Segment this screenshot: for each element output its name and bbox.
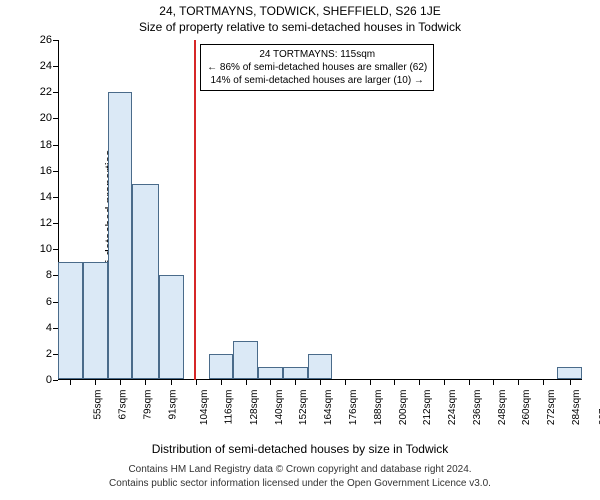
xtick-label: 140sqm [274,390,285,426]
ytick-label: 22 [28,86,52,98]
xtick-mark [493,380,494,385]
ytick-mark [53,145,58,146]
xtick-mark [70,380,71,385]
xtick-label: 116sqm [224,390,235,425]
ytick-label: 26 [28,34,52,46]
ytick-label: 0 [28,374,52,386]
ytick-label: 24 [28,60,52,72]
xtick-label: 224sqm [447,390,458,426]
xtick-mark [145,380,146,385]
xtick-label: 188sqm [373,390,384,426]
histogram-bar [209,354,234,379]
xtick-label: 55sqm [93,390,104,420]
ytick-label: 4 [28,322,52,334]
ytick-label: 6 [28,296,52,308]
ytick-label: 20 [28,112,52,124]
xtick-mark [196,380,197,385]
ytick-mark [53,92,58,93]
xtick-label: 79sqm [142,390,153,420]
ytick-label: 8 [28,269,52,281]
xtick-mark [95,380,96,385]
histogram-bar [557,367,582,379]
xtick-mark [570,380,571,385]
ytick-mark [53,249,58,250]
chart-title-line2: Size of property relative to semi-detach… [0,20,600,34]
xtick-mark [370,380,371,385]
x-axis-label: Distribution of semi-detached houses by … [0,442,600,456]
xtick-mark [394,380,395,385]
ytick-label: 16 [28,165,52,177]
ytick-mark [53,197,58,198]
xtick-mark [543,380,544,385]
ytick-label: 10 [28,243,52,255]
xtick-label: 272sqm [546,390,557,426]
annotation-box: 24 TORTMAYNS: 115sqm← 86% of semi-detach… [200,44,434,91]
histogram-bar [233,341,258,379]
xtick-label: 212sqm [422,390,433,426]
xtick-mark [270,380,271,385]
chart-plot-area: 0246810121416182022242655sqm67sqm79sqm91… [58,40,582,380]
xtick-mark [320,380,321,385]
ytick-label: 18 [28,139,52,151]
ytick-mark [53,40,58,41]
footer-attribution-2: Contains public sector information licen… [0,478,600,489]
ytick-mark [53,380,58,381]
ytick-label: 12 [28,217,52,229]
xtick-label: 248sqm [497,390,508,426]
xtick-label: 91sqm [167,390,178,420]
histogram-bar [108,92,133,379]
xtick-mark [518,380,519,385]
xtick-label: 128sqm [249,390,260,426]
histogram-bar [83,262,108,379]
xtick-mark [469,380,470,385]
xtick-label: 260sqm [521,390,532,426]
histogram-bar [159,275,184,379]
xtick-label: 284sqm [571,390,582,426]
xtick-mark [120,380,121,385]
xtick-label: 152sqm [299,390,310,426]
histogram-bar [58,262,83,379]
xtick-mark [221,380,222,385]
histogram-bar [283,367,308,379]
reference-line [194,40,196,380]
xtick-label: 104sqm [200,390,211,426]
xtick-mark [419,380,420,385]
xtick-label: 236sqm [472,390,483,426]
xtick-label: 200sqm [398,390,409,426]
chart-title-line1: 24, TORTMAYNS, TODWICK, SHEFFIELD, S26 1… [0,4,600,18]
annotation-line1: 24 TORTMAYNS: 115sqm [207,48,427,61]
histogram-bar [258,367,283,379]
xtick-mark [171,380,172,385]
xtick-mark [295,380,296,385]
ytick-mark [53,66,58,67]
ytick-mark [53,118,58,119]
xtick-label: 164sqm [323,390,334,426]
annotation-line3: 14% of semi-detached houses are larger (… [207,74,427,87]
ytick-mark [53,171,58,172]
xtick-mark [246,380,247,385]
xtick-mark [345,380,346,385]
annotation-line2: ← 86% of semi-detached houses are smalle… [207,61,427,74]
footer-attribution-1: Contains HM Land Registry data © Crown c… [0,464,600,475]
ytick-mark [53,223,58,224]
histogram-bar [308,354,333,379]
xtick-label: 176sqm [348,390,359,426]
xtick-label: 67sqm [118,390,129,420]
histogram-bar [132,184,159,379]
ytick-label: 2 [28,348,52,360]
xtick-mark [444,380,445,385]
ytick-label: 14 [28,191,52,203]
